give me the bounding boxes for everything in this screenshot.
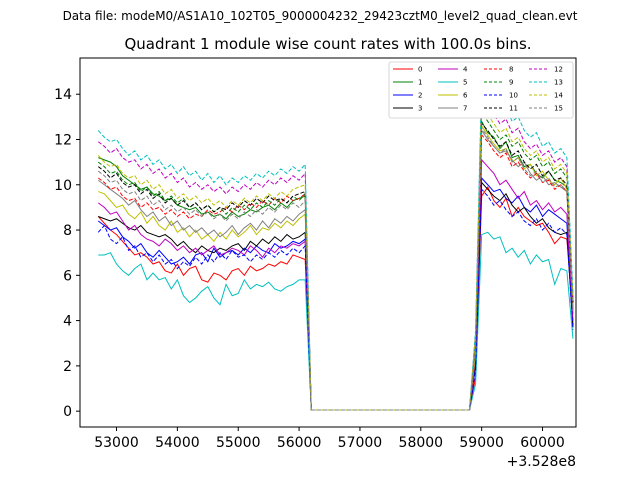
x-tick-label: 53000: [94, 435, 139, 451]
series-group: [97, 76, 574, 411]
y-tick-label: 2: [63, 359, 72, 375]
x-tick-label: 54000: [155, 435, 200, 451]
legend-label-12: 12: [554, 66, 563, 74]
axes-frame: [79, 57, 577, 428]
series-line-10: [97, 188, 574, 411]
y-tick-label: 4: [63, 314, 72, 330]
x-axis: 53000 54000 55000 56000 57000 58000 59000 60000: [94, 427, 565, 451]
y-axis: 0 2 4 6 8 10 12 14: [54, 87, 80, 420]
legend-label-1: 1: [418, 79, 422, 87]
legend-label-11: 11: [509, 105, 518, 113]
x-tick-label: 59000: [459, 435, 504, 451]
suptitle: Data file: modeM0/AS1A10_102T05_90000042…: [63, 9, 578, 23]
legend-label-9: 9: [509, 79, 513, 87]
chart-title: Quadrant 1 module wise count rates with …: [124, 35, 531, 53]
legend-label-2: 2: [418, 92, 422, 100]
legend-label-5: 5: [463, 79, 467, 87]
legend-label-15: 15: [554, 105, 563, 113]
x-tick-label: 58000: [399, 435, 444, 451]
series-line-15: [97, 126, 574, 411]
x-tick-label: 56000: [277, 435, 322, 451]
legend-label-13: 13: [554, 79, 563, 87]
legend-label-8: 8: [509, 66, 513, 74]
y-tick-label: 6: [63, 268, 72, 284]
x-tick-label: 60000: [520, 435, 565, 451]
y-tick-label: 14: [54, 87, 72, 103]
x-offset-label: +3.528e8: [507, 454, 576, 470]
legend-label-14: 14: [554, 92, 563, 100]
x-tick-label: 55000: [216, 435, 261, 451]
legend-label-4: 4: [463, 66, 468, 74]
y-tick-label: 0: [63, 404, 72, 420]
y-tick-label: 8: [63, 223, 72, 239]
legend-label-3: 3: [418, 105, 422, 113]
legend-label-6: 6: [463, 92, 468, 100]
legend-label-7: 7: [463, 105, 467, 113]
x-tick-label: 57000: [338, 435, 383, 451]
legend-label-0: 0: [418, 66, 422, 74]
y-tick-label: 12: [54, 132, 72, 148]
series-line-8: [97, 133, 574, 411]
legend-box: [388, 61, 574, 119]
legend-label-10: 10: [509, 92, 518, 100]
y-tick-label: 10: [54, 178, 72, 194]
